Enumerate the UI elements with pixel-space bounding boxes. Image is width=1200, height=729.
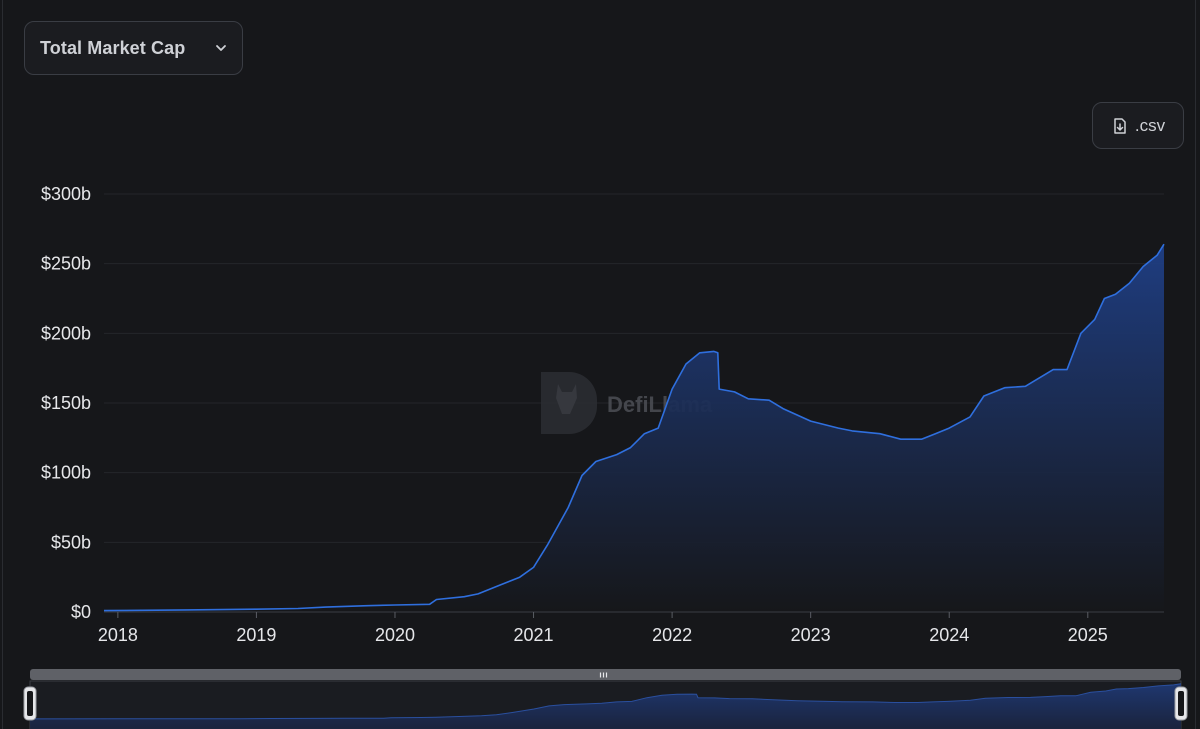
brush-handle-bar[interactable] xyxy=(30,669,1181,680)
file-download-icon xyxy=(1114,117,1126,134)
series-area xyxy=(104,244,1164,612)
y-tick-label: $100b xyxy=(41,463,91,483)
x-tick-label: 2024 xyxy=(929,625,969,645)
x-tick-label: 2022 xyxy=(652,625,692,645)
y-axis: $0 $50b $100b $150b $200b $250b $300b xyxy=(41,184,91,622)
y-tick-label: $50b xyxy=(51,532,91,552)
y-tick-label: $150b xyxy=(41,393,91,413)
x-tick-label: 2025 xyxy=(1068,625,1108,645)
y-tick-label: $300b xyxy=(41,184,91,204)
x-tick-label: 2019 xyxy=(236,625,276,645)
area-layer xyxy=(103,243,1165,612)
range-brush[interactable] xyxy=(23,669,1188,729)
llama-logo-mark xyxy=(556,384,577,414)
x-tick-label: 2021 xyxy=(514,625,554,645)
x-tick-label: 2018 xyxy=(98,625,138,645)
download-csv-label: .csv xyxy=(1134,115,1166,135)
y-tick-label: $200b xyxy=(41,323,91,343)
metric-select-dropdown[interactable]: Total Market Cap xyxy=(24,21,243,75)
x-tick-label: 2020 xyxy=(375,625,415,645)
brush-mini-line xyxy=(29,683,1182,720)
brush-handle-right-inner xyxy=(1178,691,1184,716)
y-tick-label: $250b xyxy=(41,254,91,274)
metric-select-label: Total Market Cap xyxy=(40,37,186,58)
chevron-down-icon xyxy=(216,45,226,51)
brush-mini-area xyxy=(30,683,1181,729)
download-csv-button[interactable]: .csv xyxy=(1092,102,1184,149)
x-tick-label: 2023 xyxy=(791,625,831,645)
brush-handle-left-inner xyxy=(27,691,33,716)
x-axis: 2018 2019 2020 2021 2022 2023 2024 2025 xyxy=(98,611,1164,645)
y-tick-label: $0 xyxy=(71,602,91,622)
